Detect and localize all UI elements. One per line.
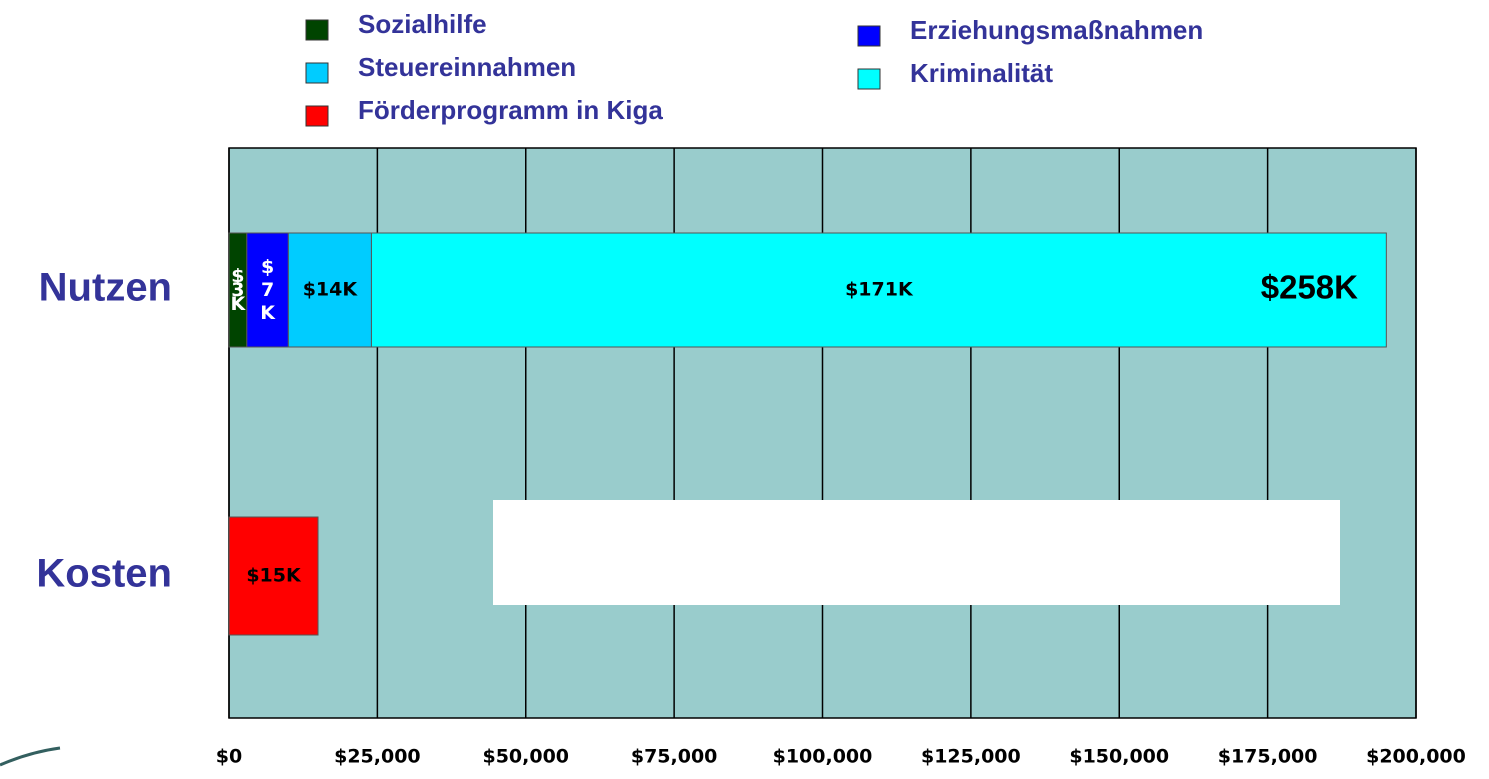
bar-value-label: $7 K [260,256,276,324]
x-tick-label: $150,000 [1069,746,1169,768]
x-tick-label: $175,000 [1218,746,1318,768]
x-tick-label: $100,000 [773,746,873,768]
legend-label: Sozialhilfe [358,9,487,39]
category-label: Nutzen [39,266,172,310]
decoration [0,746,61,767]
x-tick-label: $0 [216,746,242,768]
x-tick-label: $75,000 [631,746,718,768]
legend-swatch [305,19,329,41]
x-tick-label: $50,000 [482,746,569,768]
legend-label: Erziehungsmaßnahmen [910,15,1203,45]
bar-value-label: $171K [845,279,914,301]
bar-segment [246,232,289,348]
legend-swatch [857,25,881,47]
bar-segment [228,516,319,636]
bar-value-label: $15K [246,565,302,587]
x-tick-label: $200,000 [1366,746,1466,768]
legend-label: Förderprogramm in Kiga [358,95,663,125]
legend-label: Kriminalität [910,58,1053,88]
legend-swatch [305,105,329,127]
x-tick-label: $125,000 [921,746,1021,768]
category-label: Kosten [36,552,172,596]
x-tick-label: $25,000 [334,746,421,768]
bar-value-label: $3 K [231,265,247,315]
legend-swatch [305,62,329,84]
redaction-box [493,500,1340,605]
total-annotation: $258K [1261,269,1358,306]
legend-swatch [857,68,881,90]
bar-segment [370,232,1387,348]
bar-segment [287,232,372,348]
bar-value-label: $14K [303,279,359,301]
legend-label: Steuereinnahmen [358,52,576,82]
